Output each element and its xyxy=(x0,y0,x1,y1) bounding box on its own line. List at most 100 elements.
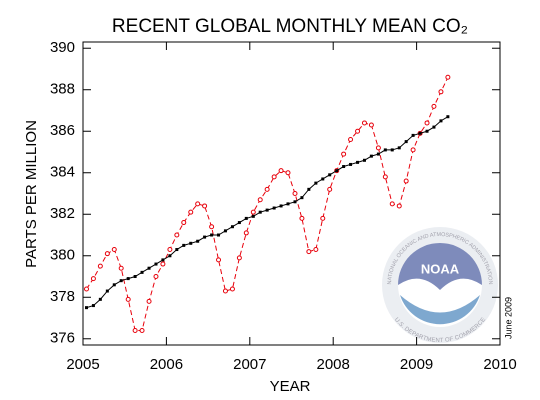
data-point xyxy=(403,178,409,184)
data-point xyxy=(382,174,388,180)
data-point xyxy=(431,103,437,109)
logo-sea xyxy=(400,295,480,325)
data-point xyxy=(97,263,103,269)
data-point xyxy=(362,158,366,162)
data-point xyxy=(181,220,187,226)
data-point xyxy=(299,215,305,221)
chart-title: RECENT GLOBAL MONTHLY MEAN CO₂ xyxy=(112,16,468,37)
data-point xyxy=(368,122,374,128)
data-point xyxy=(154,262,158,266)
data-point xyxy=(112,283,116,287)
data-point xyxy=(203,235,207,239)
data-point xyxy=(383,148,387,152)
data-point xyxy=(327,186,333,192)
data-point xyxy=(348,137,354,143)
data-point xyxy=(355,128,361,134)
data-point xyxy=(410,147,416,153)
data-point xyxy=(432,125,436,129)
data-point xyxy=(335,169,339,173)
data-point xyxy=(167,247,173,253)
data-point xyxy=(264,186,270,192)
data-point xyxy=(300,196,304,200)
data-point xyxy=(320,215,326,221)
x-tick-label: 2008 xyxy=(317,356,350,373)
data-point xyxy=(390,148,394,152)
data-point xyxy=(90,276,96,282)
data-point xyxy=(140,270,144,274)
data-point xyxy=(439,119,443,123)
noaa-logo: NOAA NATIONAL OCEANIC AND ATMOSPHERIC AD… xyxy=(382,227,498,344)
data-point xyxy=(307,187,311,191)
data-point xyxy=(438,89,444,95)
data-point xyxy=(139,327,145,333)
data-point xyxy=(314,181,318,185)
y-tick-label: 390 xyxy=(50,39,75,56)
data-point xyxy=(341,151,347,157)
data-point xyxy=(321,177,325,181)
data-point xyxy=(168,254,172,258)
series xyxy=(85,115,450,310)
data-point xyxy=(278,168,284,174)
data-point xyxy=(237,221,241,225)
data-point xyxy=(91,304,95,308)
data-point xyxy=(279,204,283,208)
data-point xyxy=(271,174,277,180)
x-tick-label: 2009 xyxy=(400,356,433,373)
data-point xyxy=(160,261,166,267)
data-point xyxy=(196,239,200,243)
data-point xyxy=(236,255,242,261)
data-point xyxy=(104,251,110,257)
y-axis-title: PARTS PER MILLION xyxy=(23,120,40,268)
data-point xyxy=(425,129,429,133)
data-point xyxy=(244,216,248,220)
data-point xyxy=(328,173,332,177)
data-point xyxy=(189,241,193,245)
data-point xyxy=(396,203,402,209)
data-point xyxy=(243,230,249,236)
data-point xyxy=(98,297,102,301)
data-point xyxy=(404,140,408,144)
data-point xyxy=(375,145,381,151)
data-point xyxy=(361,120,367,126)
data-point xyxy=(161,258,165,262)
data-point xyxy=(119,279,123,283)
data-point xyxy=(195,201,201,207)
data-point xyxy=(389,201,395,207)
data-point xyxy=(292,191,298,196)
data-point xyxy=(146,298,152,304)
x-tick-label: 2006 xyxy=(150,356,183,373)
x-tick-label: 2010 xyxy=(483,356,516,373)
data-point xyxy=(285,170,291,176)
x-tick-label: 2005 xyxy=(66,356,99,373)
data-point xyxy=(369,154,373,158)
y-tick-label: 386 xyxy=(50,122,75,139)
data-point xyxy=(411,133,415,137)
data-point xyxy=(132,327,138,333)
data-point xyxy=(153,274,159,280)
data-point xyxy=(446,115,450,119)
logo-sky xyxy=(398,243,482,290)
data-point xyxy=(105,289,109,293)
data-point xyxy=(397,146,401,150)
y-tick-label: 382 xyxy=(50,205,75,222)
y-tick-label: 378 xyxy=(50,288,75,305)
x-tick-label: 2007 xyxy=(233,356,266,373)
data-point xyxy=(265,208,269,212)
data-point xyxy=(217,233,221,237)
y-tick-label: 388 xyxy=(50,81,75,98)
data-point xyxy=(342,165,346,169)
plot-frame xyxy=(82,41,501,346)
data-point xyxy=(258,210,262,214)
data-point xyxy=(126,277,130,281)
data-point xyxy=(174,232,180,238)
y-tick-label: 380 xyxy=(50,247,75,264)
data-point xyxy=(118,265,124,271)
data-point xyxy=(216,257,222,263)
data-point xyxy=(230,225,234,229)
data-point xyxy=(209,224,215,230)
x-axis-title: YEAR xyxy=(270,378,311,395)
data-point xyxy=(286,202,290,206)
y-tick-label: 384 xyxy=(50,164,75,181)
data-point xyxy=(293,200,297,204)
data-point xyxy=(222,288,228,294)
